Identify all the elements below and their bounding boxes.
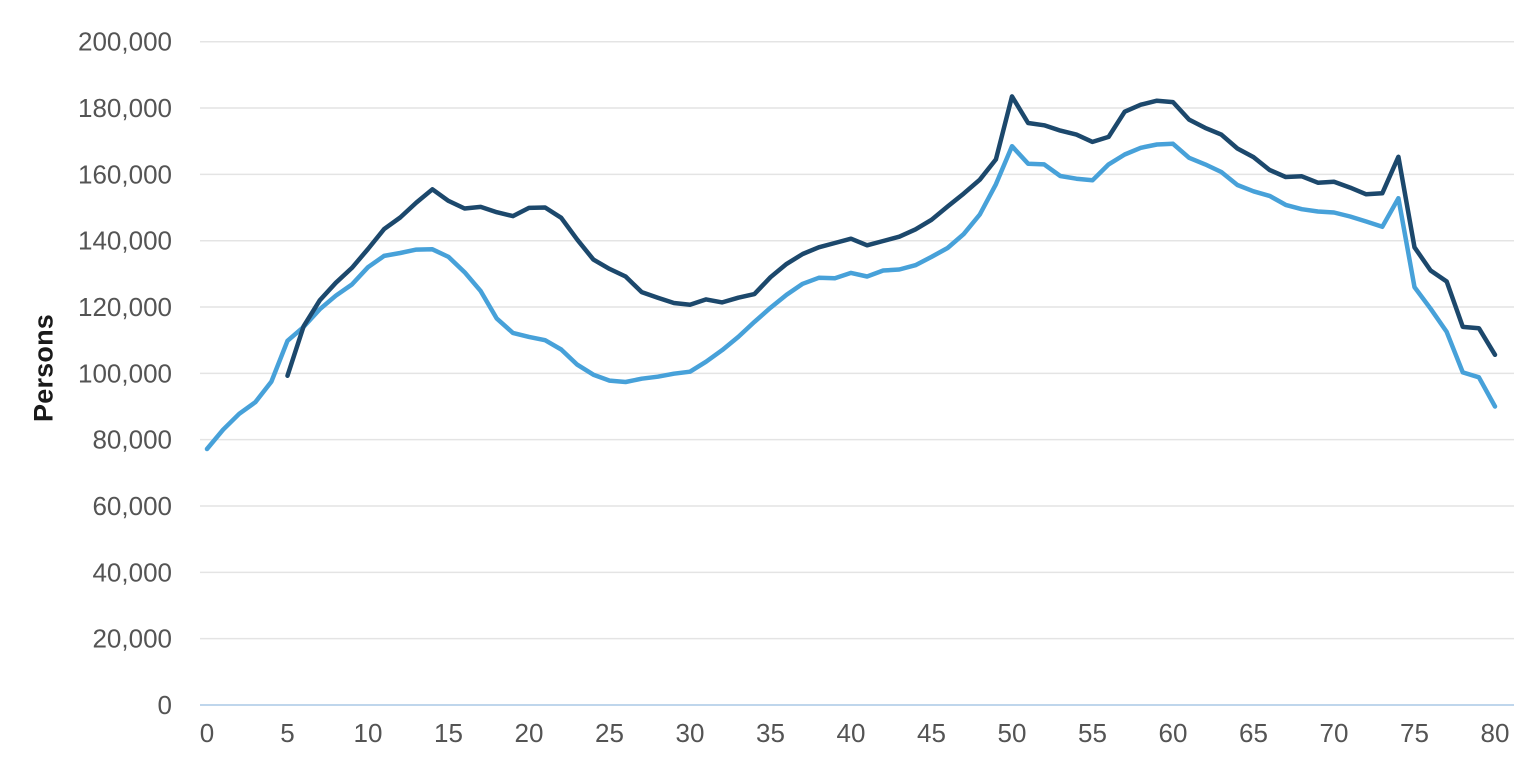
y-tick-label-160,000: 160,000 [78, 159, 172, 189]
x-tick-label-60: 60 [1159, 718, 1188, 748]
y-tick-label-40,000: 40,000 [92, 557, 172, 587]
gridlines [200, 40, 1514, 706]
x-tick-label-5: 5 [280, 718, 294, 748]
x-tick-label-0: 0 [200, 718, 214, 748]
series-light-blue [204, 141, 1498, 452]
y-tick-label-120,000: 120,000 [78, 292, 172, 322]
data-series [204, 94, 1498, 452]
series-dark-navy [285, 94, 1498, 378]
x-tick-label-35: 35 [756, 718, 785, 748]
x-tick-label-70: 70 [1320, 718, 1349, 748]
y-axis-tick-labels: 0 20,000 40,000 60,000 80,000 100,000 120,000 1… [78, 27, 172, 720]
y-axis-title: Persons [28, 314, 59, 422]
y-tick-label-60,000: 60,000 [92, 491, 172, 521]
y-tick-label-200,000: 200,000 [78, 27, 172, 57]
x-tick-label-65: 65 [1239, 718, 1268, 748]
x-tick-label-40: 40 [837, 718, 866, 748]
x-tick-label-80: 80 [1481, 718, 1510, 748]
x-tick-label-50: 50 [998, 718, 1027, 748]
y-tick-label-140,000: 140,000 [78, 226, 172, 256]
x-tick-label-55: 55 [1078, 718, 1107, 748]
x-tick-label-20: 20 [515, 718, 544, 748]
y-tick-label-20,000: 20,000 [92, 624, 172, 654]
x-tick-label-30: 30 [676, 718, 705, 748]
x-tick-label-75: 75 [1400, 718, 1429, 748]
y-tick-label-80,000: 80,000 [92, 425, 172, 455]
y-tick-label-0: 0 [158, 690, 172, 720]
x-tick-label-15: 15 [434, 718, 463, 748]
x-tick-label-45: 45 [917, 718, 946, 748]
x-axis-tick-labels: 0 5 10 15 20 25 30 35 40 45 50 55 60 65 70 75 80 [200, 718, 1510, 748]
x-tick-label-25: 25 [595, 718, 624, 748]
y-tick-label-180,000: 180,000 [78, 93, 172, 123]
x-tick-label-10: 10 [354, 718, 383, 748]
y-tick-label-100,000: 100,000 [78, 358, 172, 388]
